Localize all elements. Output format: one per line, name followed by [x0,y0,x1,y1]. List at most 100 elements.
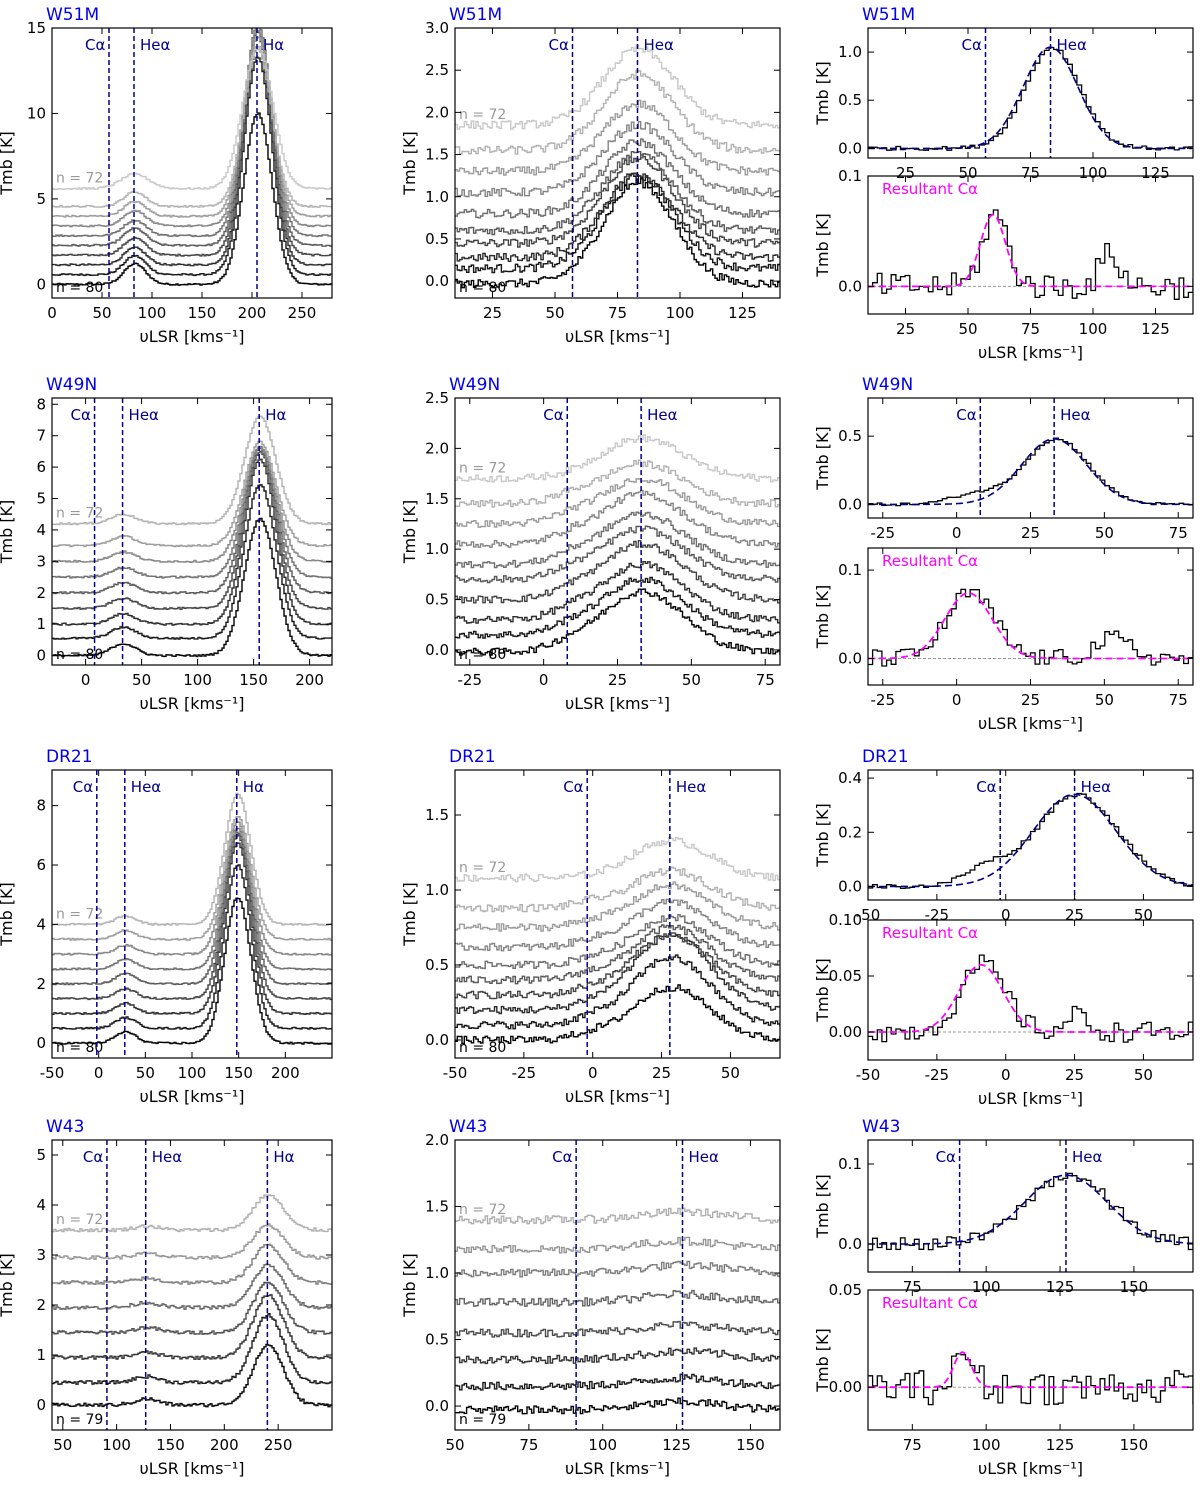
spectrum-w43-a-2 [52,1294,332,1360]
plot-area [52,415,332,658]
spectrum-dr21-b-5 [455,914,780,970]
x-tick-label: 25 [1021,691,1040,709]
y-tick-label: 1.5 [425,490,449,508]
n-bottom-label: n = 80 [459,280,506,296]
marker-label: Heα [1072,1148,1103,1166]
x-axis-label: υLSR [kms⁻¹] [139,327,244,346]
x-tick-label: 200 [210,1436,239,1454]
x-tick-label: 150 [1120,1436,1149,1454]
x-axis-label: υLSR [kms⁻¹] [565,327,670,346]
y-tick-label: 0.5 [838,427,862,445]
x-axis-label: υLSR [kms⁻¹] [565,1459,670,1478]
axes-frame [454,1139,781,1431]
x-tick-label: 100 [666,304,695,322]
plot-area [455,1207,780,1415]
spectrum-w51m-a-6 [52,29,332,228]
axes-frame [867,1289,1194,1431]
axes-frame [454,397,781,666]
spectrum-w51m-b-2 [455,172,780,262]
n-bottom-label: n = 79 [459,1412,506,1428]
plot-area [868,954,1193,1043]
spectrum-w43-b-5 [455,1260,780,1278]
x-tick-label: 100 [972,1436,1001,1454]
y-tick-label: 10 [27,104,46,122]
x-tick-label: 25 [896,164,915,182]
axes-frame [867,919,1194,1061]
x-tick-label: 150 [736,1436,765,1454]
x-tick-label: 100 [102,1436,131,1454]
resultant-label: Resultant Cα [882,1294,978,1312]
x-tick-label: 25 [652,1064,671,1082]
y-tick-label: 0.0 [425,1397,449,1415]
n-bottom-label: n = 80 [56,1040,103,1056]
x-axis-label: υLSR [kms⁻¹] [565,1087,670,1106]
fit-curve-w49n-c [868,438,1193,506]
source-label: W51M [46,5,99,25]
resultant-label: Resultant Cα [882,924,978,942]
marker-label: Heα [676,778,707,796]
x-tick-label: 150 [224,1064,253,1082]
axes-frame [51,1139,333,1431]
n-bottom-label: n = 80 [459,1040,506,1056]
y-tick-label: 0 [36,1034,46,1052]
marker-label: Hα [273,1148,294,1166]
spectrum-w49n-a-0 [52,517,332,658]
x-tick-label: 0 [588,1064,598,1082]
x-axis-label: υLSR [kms⁻¹] [139,1087,244,1106]
y-tick-label: 0.05 [829,967,862,985]
x-tick-label: 25 [1065,1066,1084,1084]
plot-area [868,792,1193,890]
x-tick-label: 125 [728,304,757,322]
x-axis-label: υLSR [kms⁻¹] [139,1459,244,1478]
y-tick-label: 0 [36,647,46,665]
x-tick-label: 125 [1046,1278,1075,1296]
fit-spectrum-w51m-c [868,46,1193,151]
spectrum-w49n-b-3 [455,540,780,604]
marker-label: Cα [83,1148,103,1166]
spectrum-w49n-b-7 [455,478,780,528]
axes-frame [51,397,333,666]
x-tick-label: -50 [40,1064,65,1082]
spectrum-w43-b-1 [455,1373,780,1391]
y-axis-label: Tmb [K] [813,803,832,868]
spectrum-w43-b-2 [455,1347,780,1365]
marker-label: Heα [1057,36,1088,54]
panel-dr21-b: n = 72 n = 80 Cα Heα -50 -25 0 25 50 0.0 0.5 1.0 1.5… [400,747,781,1106]
panel-w49n-c: Cα Heα -25 0 25 50 75 0.0 0.5 W49N Tmb [K] [813,375,1194,542]
y-tick-label: 0.2 [838,823,862,841]
spectrum-w49n-b-6 [455,489,780,548]
spectrum-w43-a-3 [52,1281,332,1335]
y-tick-label: 0.0 [425,272,449,290]
spectrum-w51m-a-7 [52,36,332,218]
n-top-label: n = 72 [56,171,103,187]
y-tick-label: 8 [36,395,46,413]
y-tick-label: 2 [36,1296,46,1314]
fit-spectrum-w43-c [868,1172,1193,1251]
x-tick-label: 200 [295,671,324,689]
x-tick-label: 250 [288,304,317,322]
marker-label: Cα [552,1148,572,1166]
spectrum-w43-a-1 [52,1313,332,1385]
spectrum-dr21-a-1 [52,864,332,1030]
x-tick-label: 125 [662,1436,691,1454]
source-label: W43 [449,1117,487,1137]
source-label: DR21 [449,747,496,767]
panel-w43-a: n = 72 n = 79 Cα Heα Hα 50 100 150 200 250 0 1 2 3 4 5W… [0,1117,333,1478]
axes-frame [867,769,1194,901]
y-tick-label: 1.5 [425,146,449,164]
y-tick-label: 0.5 [425,956,449,974]
x-tick-label: -25 [871,691,896,709]
y-axis-label: Tmb [K] [0,882,16,947]
spectrum-w49n-a-6 [52,445,332,563]
spectrum-w49n-a-3 [52,450,332,610]
spectrum-dr21-a-8 [52,792,332,926]
x-tick-label: 100 [972,1278,1001,1296]
marker-label: Heα [644,36,675,54]
resultant-label: Resultant Cα [882,180,978,198]
y-axis-label: Tmb [K] [813,1328,832,1393]
y-tick-label: 15 [27,19,46,37]
spectrum-w51m-a-1 [52,56,332,277]
